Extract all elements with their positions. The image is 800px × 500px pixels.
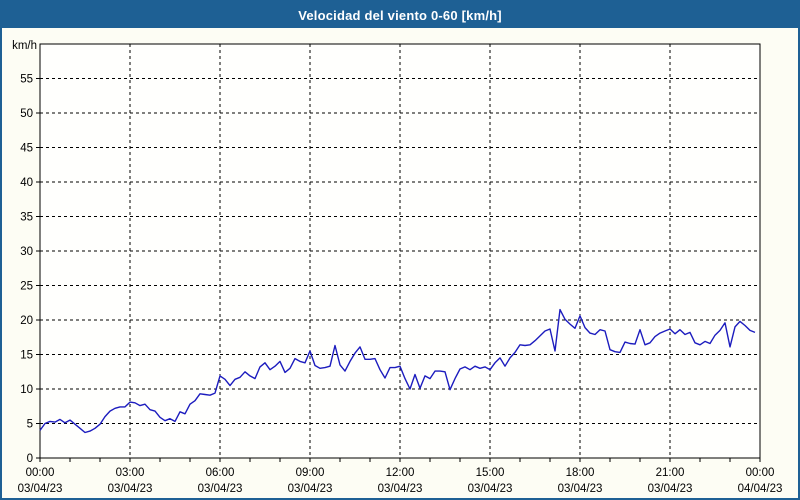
y-tick-label: 35 (20, 212, 33, 224)
x-tick-time-label: 03:00 (116, 467, 145, 479)
x-tick-time-label: 21:00 (656, 467, 685, 479)
x-tick-date-label: 03/04/23 (558, 483, 603, 495)
x-tick-time-label: 06:00 (206, 467, 235, 479)
y-tick-label: 15 (20, 350, 33, 362)
x-tick-date-label: 03/04/23 (648, 483, 693, 495)
y-tick-label: 0 (27, 453, 33, 465)
y-axis-unit-label: km/h (12, 40, 37, 52)
x-tick-date-label: 03/04/23 (198, 483, 243, 495)
x-tick-date-label: 03/04/23 (288, 483, 333, 495)
wind-speed-line (39, 308, 756, 434)
x-tick-date-label: 03/04/23 (468, 483, 513, 495)
x-tick-time-label: 09:00 (296, 467, 325, 479)
y-tick-label: 45 (20, 143, 33, 155)
chart-title: Velocidad del viento 0-60 [km/h] (298, 7, 502, 23)
x-tick-date-label: 03/04/23 (378, 483, 423, 495)
y-tick-label: 55 (20, 74, 33, 86)
x-tick-time-label: 18:00 (566, 467, 595, 479)
y-tick-label: 30 (20, 246, 33, 258)
y-tick-label: 50 (20, 108, 33, 120)
y-tick-label: 20 (20, 315, 33, 327)
x-tick-time-label: 00:00 (746, 467, 775, 479)
y-tick-label: 10 (20, 384, 33, 396)
x-tick-date-label: 03/04/23 (18, 483, 63, 495)
x-tick-date-label: 04/04/23 (738, 483, 783, 495)
y-tick-label: 25 (20, 281, 33, 293)
chart-title-bar: Velocidad del viento 0-60 [km/h] (2, 2, 798, 28)
y-tick-label: 5 (27, 419, 33, 431)
x-tick-time-label: 12:00 (386, 467, 415, 479)
y-tick-label: 40 (20, 177, 33, 189)
x-tick-time-label: 15:00 (476, 467, 505, 479)
x-tick-date-label: 03/04/23 (108, 483, 153, 495)
x-tick-time-label: 00:00 (26, 467, 55, 479)
